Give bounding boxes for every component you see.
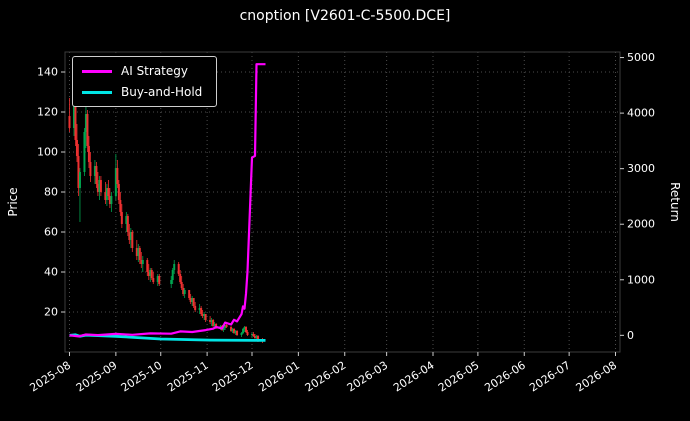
x-tick-label: 2025-11: [165, 359, 211, 395]
left-tick-label: 20: [44, 306, 58, 319]
left-tick-label: 40: [44, 266, 58, 279]
x-tick-label: 2026-08: [574, 359, 620, 395]
left-tick-label: 100: [37, 146, 58, 159]
plot-frame: [64, 51, 621, 353]
right-tick-label: 2000: [627, 218, 655, 231]
left-tick-label: 60: [44, 226, 58, 239]
left-tick-label: 120: [37, 106, 58, 119]
right-tick-label: 1000: [627, 273, 655, 286]
x-tick-label: 2026-03: [345, 359, 391, 395]
legend-item-ai-strategy: AI Strategy: [82, 64, 202, 78]
legend-label-buy-and-hold: Buy-and-Hold: [121, 85, 203, 99]
x-tick-label: 2026-01: [256, 359, 302, 395]
legend: AI Strategy Buy-and-Hold: [72, 56, 218, 107]
buy-and-hold-line-swatch: [82, 90, 112, 94]
legend-item-buy-and-hold: Buy-and-Hold: [82, 85, 202, 99]
right-tick-label: 3000: [627, 162, 655, 175]
x-tick-label: 2026-06: [482, 359, 528, 395]
chart-title: cnoption [V2601-C-5500.DCE]: [239, 8, 451, 24]
legend-label-ai-strategy: AI Strategy: [121, 64, 188, 78]
x-tick-label: 2025-10: [119, 359, 165, 395]
right-tick-label: 5000: [627, 51, 655, 64]
x-tick-label: 2025-08: [27, 359, 73, 395]
left-tick-label: 80: [44, 186, 58, 199]
right-tick-label: 0: [627, 329, 634, 342]
x-tick-label: 2026-07: [527, 359, 573, 395]
right-tick-label: 4000: [627, 107, 655, 120]
ai-strategy-line: [69, 63, 266, 338]
x-tick-label: 2025-12: [210, 359, 256, 395]
left-tick-label: 140: [37, 66, 58, 79]
y-axis-label-return: Return: [668, 182, 682, 222]
ai-strategy-line-swatch: [82, 69, 112, 73]
x-tick-label: 2026-02: [303, 359, 349, 395]
x-tick-label: 2026-05: [436, 359, 482, 395]
tick-marks: [61, 57, 624, 356]
y-axis-label-price: Price: [6, 187, 20, 217]
x-tick-label: 2026-04: [391, 359, 437, 395]
candlesticks: [68, 86, 264, 343]
x-tick-label: 2025-09: [74, 359, 120, 395]
